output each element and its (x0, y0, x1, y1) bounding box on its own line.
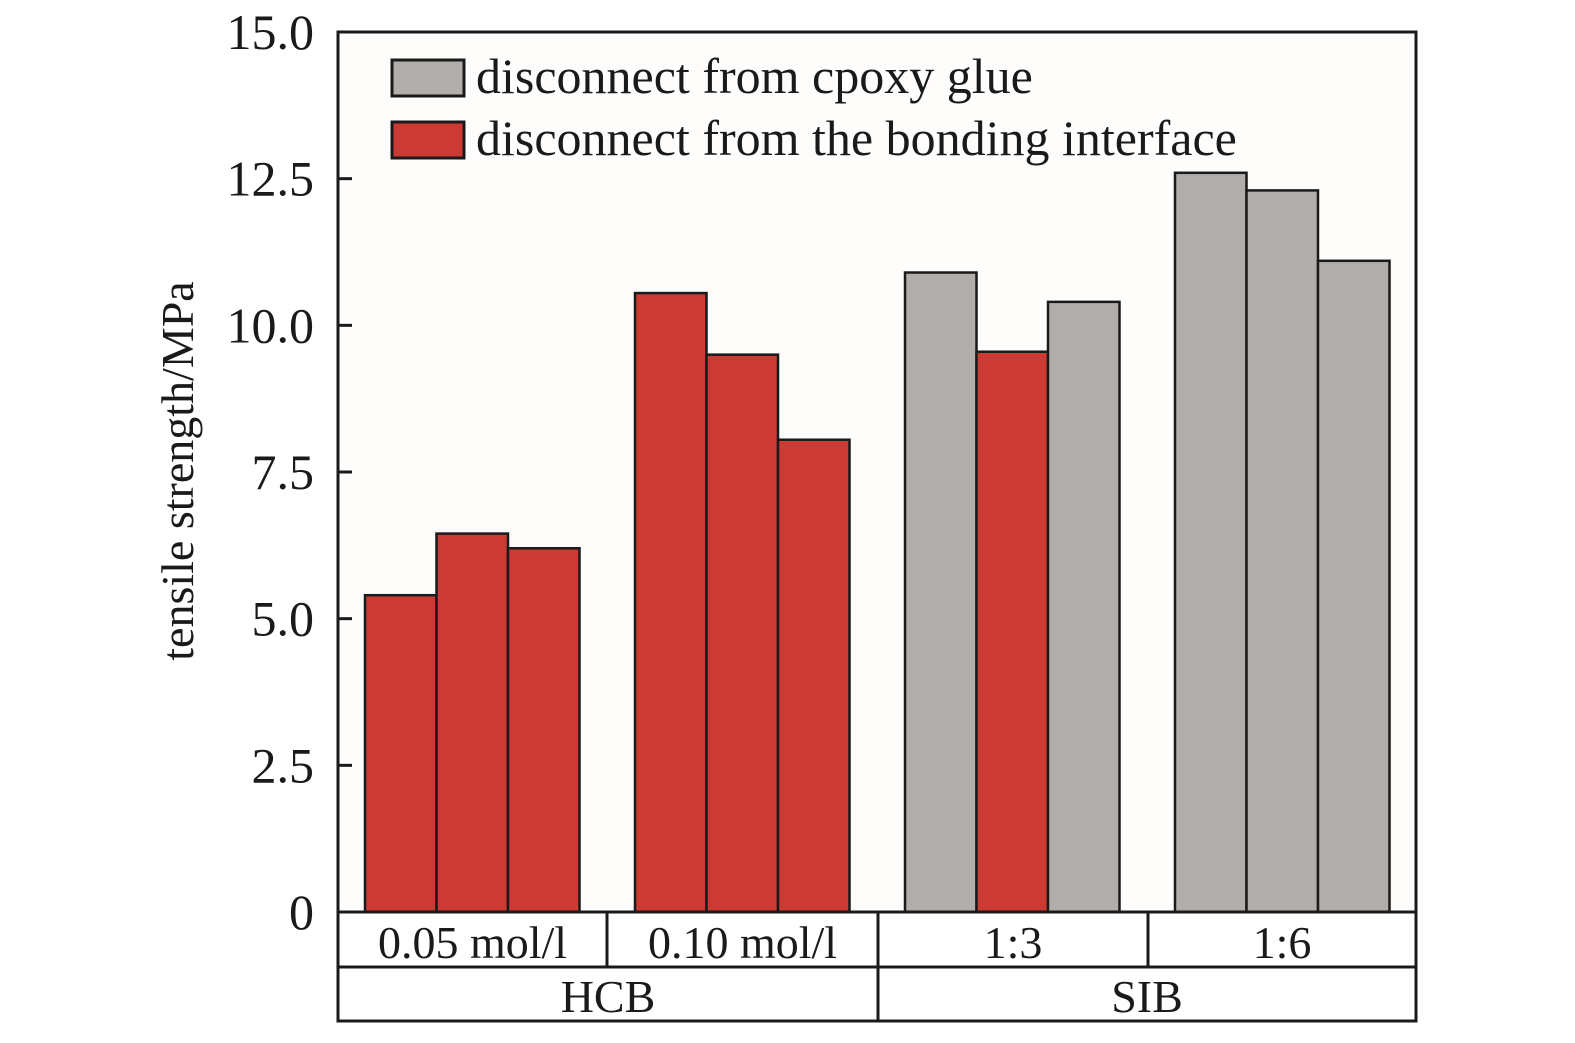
legend-swatch-epoxy (390, 58, 466, 98)
y-tick-label: 12.5 (227, 151, 315, 207)
bar-2-1 (975, 350, 1050, 914)
bar-0-0 (363, 593, 438, 914)
bar-1-0 (633, 291, 708, 914)
legend-label-interface: disconnect from the bonding interface (476, 110, 1237, 166)
y-axis-title: tensile strength/MPa (152, 281, 203, 660)
legend-background (360, 160, 830, 178)
category-label: 1:6 (1253, 917, 1312, 968)
y-tick-label: 7.5 (252, 444, 315, 500)
category-label: 0.05 mol/l (378, 917, 567, 968)
category-label: 0.10 mol/l (648, 917, 837, 968)
y-tick-label: 15.0 (227, 4, 315, 60)
bar-0-1 (435, 532, 510, 914)
y-tick-label: 5.0 (252, 591, 315, 647)
parent-category-label: SIB (1111, 971, 1183, 1022)
y-tick-label: 2.5 (252, 737, 315, 793)
legend-swatch-interface (390, 120, 466, 160)
bar-3-0 (1173, 171, 1248, 914)
bar-2-2 (1046, 300, 1121, 914)
bar-1-2 (776, 438, 851, 914)
legend-label-epoxy: disconnect from cpoxy glue (476, 48, 1033, 104)
bar-3-1 (1245, 189, 1320, 914)
y-tick-label: 0 (289, 884, 314, 940)
category-label: 1:3 (984, 917, 1043, 968)
bar-1-1 (705, 353, 780, 914)
bar-2-0 (903, 271, 978, 914)
y-tick-label: 10.0 (227, 297, 315, 353)
bar-0-2 (506, 547, 581, 914)
bar-3-2 (1316, 259, 1391, 914)
parent-category-label: HCB (561, 971, 656, 1022)
